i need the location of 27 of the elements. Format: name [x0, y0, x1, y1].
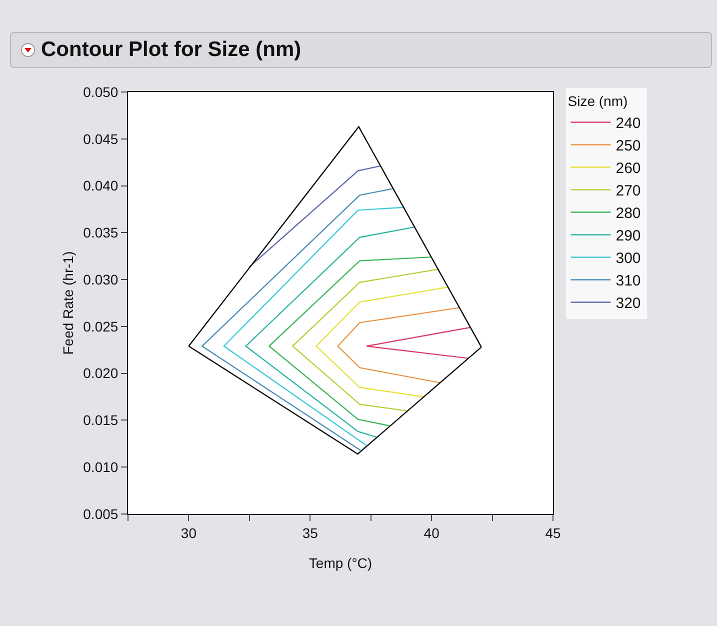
legend-label: 310 [616, 272, 641, 290]
y-tick-label: 0.020 [83, 365, 118, 382]
y-tick-label: 0.035 [83, 224, 118, 241]
legend-label: 260 [616, 160, 641, 178]
legend-label: 320 [616, 295, 641, 312]
legend-label: 240 [616, 115, 641, 132]
y-axis-title: Feed Rate (hr-1) [60, 251, 76, 355]
legend-label: 270 [616, 182, 641, 200]
legend-label: 250 [616, 138, 641, 155]
y-tick-label: 0.015 [83, 412, 118, 428]
y-tick-label: 0.045 [83, 130, 118, 147]
y-tick-label: 0.040 [83, 178, 118, 194]
x-tick-label: 40 [424, 524, 440, 541]
x-tick-label: 45 [545, 524, 561, 541]
legend-label: 290 [616, 228, 641, 245]
legend-label: 280 [616, 205, 641, 222]
y-tick-label: 0.005 [83, 506, 118, 522]
x-axis-title: Temp (°C) [308, 555, 372, 572]
y-tick-label: 0.030 [83, 271, 118, 288]
chart-title: Contour Plot for Size (nm) [41, 38, 302, 62]
y-tick-label: 0.010 [83, 459, 118, 476]
legend-label: 300 [616, 250, 641, 268]
x-tick-label: 35 [302, 524, 318, 541]
y-tick-label: 0.050 [83, 84, 118, 100]
legend-title: Size (nm) [568, 92, 628, 109]
y-tick-label: 0.025 [83, 318, 118, 334]
x-tick-label: 30 [180, 524, 197, 541]
